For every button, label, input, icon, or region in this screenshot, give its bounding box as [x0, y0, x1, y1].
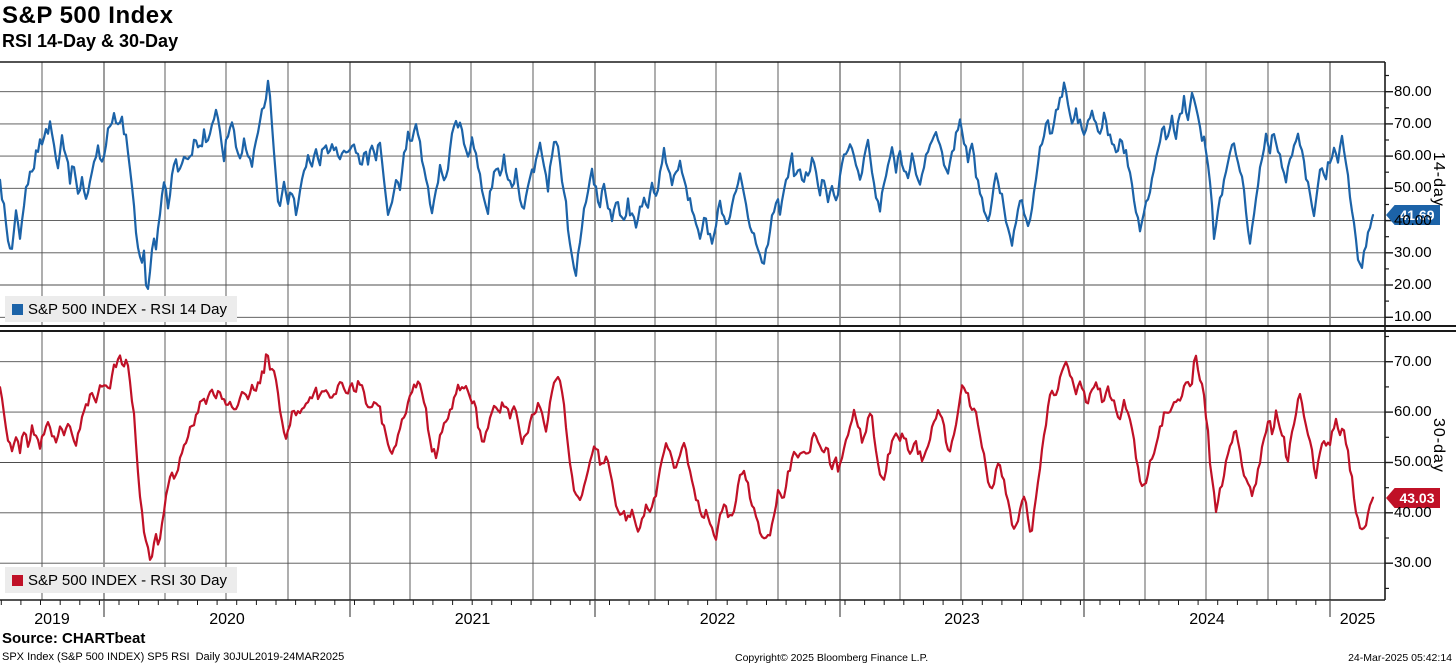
axis-title-30day: 30-day	[1430, 418, 1447, 473]
legend-label-rsi30: S&P 500 INDEX - RSI 30 Day	[28, 571, 227, 589]
ytick-label: 40.00	[1394, 212, 1432, 229]
ytick-label: 50.00	[1394, 179, 1432, 196]
ytick-label: 60.00	[1394, 147, 1432, 164]
ytick-label: 10.00	[1394, 308, 1432, 325]
last-value-tag-rsi30: 43.03	[1386, 488, 1440, 508]
xtick-year-label: 2024	[1189, 611, 1225, 628]
ytick-label: 70.00	[1394, 353, 1432, 370]
footer-source: Source: CHARTbeat	[2, 630, 146, 647]
legend-swatch-rsi30-icon	[12, 574, 23, 586]
ytick-label: 70.00	[1394, 115, 1432, 132]
ytick-label: 20.00	[1394, 276, 1432, 293]
legend-label-rsi14: S&P 500 INDEX - RSI 14 Day	[28, 300, 227, 318]
xtick-year-label: 2023	[944, 611, 980, 628]
xtick-year-label: 2021	[454, 611, 491, 628]
ytick-label: 80.00	[1394, 83, 1432, 100]
chart-title: S&P 500 Index	[2, 2, 174, 29]
legend-swatch-rsi14-icon	[12, 303, 23, 315]
series-line-rsi30[interactable]	[0, 353, 1375, 561]
legend-rsi30[interactable]: S&P 500 INDEX - RSI 30 Day	[5, 567, 237, 593]
ytick-label: 40.00	[1394, 504, 1432, 521]
footer-detail: SPX Index (S&P 500 INDEX) SP5 RSI Daily …	[2, 651, 345, 663]
xtick-year-label: 2019	[34, 611, 70, 628]
footer-timestamp: 24-Mar-2025 05:42:14	[1348, 652, 1452, 664]
ytick-label: 30.00	[1394, 244, 1432, 261]
ytick-label: 50.00	[1394, 453, 1432, 470]
xtick-year-label: 2022	[699, 611, 736, 628]
series-line-rsi14[interactable]	[0, 79, 1375, 290]
legend-rsi14[interactable]: S&P 500 INDEX - RSI 14 Day	[5, 296, 237, 322]
axis-title-14day: 14-day	[1430, 152, 1447, 207]
xtick-year-label: 2020	[209, 611, 245, 628]
ytick-label: 60.00	[1394, 403, 1432, 420]
chart-subtitle: RSI 14-Day & 30-Day	[2, 31, 179, 51]
xtick-year-label: 2025	[1339, 611, 1376, 628]
footer-copyright: Copyright© 2025 Bloomberg Finance L.P.	[735, 652, 929, 664]
last-value-tag-rsi14: 41.69	[1386, 205, 1440, 225]
ytick-label: 30.00	[1394, 554, 1432, 571]
